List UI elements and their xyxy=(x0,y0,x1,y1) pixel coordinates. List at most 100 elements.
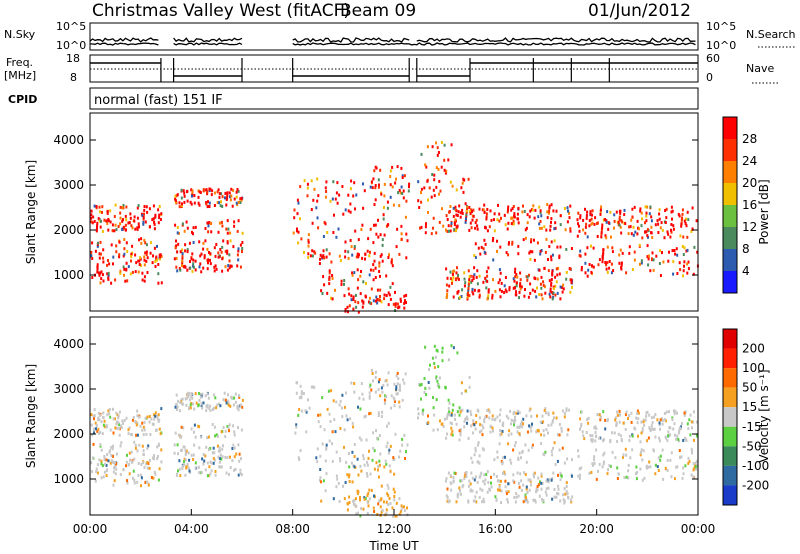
power-cell xyxy=(550,278,553,281)
power-cell xyxy=(149,241,152,245)
power-cell xyxy=(96,224,99,228)
velocity-cell xyxy=(647,465,650,469)
velocity-cell xyxy=(452,480,455,484)
velocity-cell xyxy=(595,434,597,438)
velocity-cell xyxy=(521,450,524,454)
velocity-cell xyxy=(112,407,114,411)
power-cell xyxy=(142,217,145,221)
velocity-cell xyxy=(220,457,223,461)
power-cell xyxy=(490,218,493,222)
power-cell xyxy=(398,305,401,309)
velocity-cell xyxy=(115,411,118,415)
velocity-cell xyxy=(205,409,208,413)
power-cell xyxy=(199,254,202,258)
velocity-cell xyxy=(180,425,183,429)
velocity-cell xyxy=(97,418,100,422)
power-cell xyxy=(343,294,346,298)
velocity-cell xyxy=(563,412,566,415)
power-cell xyxy=(498,288,501,292)
power-cell xyxy=(438,192,440,196)
power-cell xyxy=(585,216,588,220)
power-cell xyxy=(90,250,93,254)
velocity-cell xyxy=(375,461,378,465)
velocity-cell xyxy=(357,405,359,409)
power-cell xyxy=(550,240,553,244)
velocity-cell xyxy=(353,465,356,469)
power-cell xyxy=(651,236,654,239)
velocity-cell xyxy=(472,431,474,435)
power-cell xyxy=(590,270,593,274)
velocity-cell xyxy=(562,493,565,497)
velocity-cell xyxy=(636,421,639,425)
velocity-cell xyxy=(450,422,453,426)
power-cell xyxy=(534,208,537,212)
power-cell xyxy=(390,260,393,264)
power-cell xyxy=(486,279,489,283)
power-cell xyxy=(482,247,485,251)
power-cell xyxy=(514,270,516,274)
power-cell xyxy=(645,230,648,234)
power-cell xyxy=(599,208,602,212)
power-cell xyxy=(646,244,649,248)
velocity-cell xyxy=(557,487,560,491)
power-cell xyxy=(486,229,489,233)
power-cell xyxy=(548,292,551,296)
power-cell xyxy=(600,230,603,234)
power-cell xyxy=(487,294,490,298)
velocity-cell xyxy=(669,433,672,437)
velocity-cell xyxy=(150,476,153,479)
power-cell xyxy=(98,219,101,223)
velocity-cell xyxy=(237,443,240,447)
power-cell xyxy=(474,242,477,246)
power-cell xyxy=(452,270,455,273)
power-cell xyxy=(365,281,367,285)
velocity-cell xyxy=(401,506,404,510)
power-cell xyxy=(380,300,383,304)
velocity-cell xyxy=(323,428,326,432)
power-cell xyxy=(206,205,209,209)
velocity-cell xyxy=(692,420,695,424)
velocity-cell xyxy=(353,382,356,385)
power-cell xyxy=(232,245,235,249)
power-cell xyxy=(680,218,683,222)
velocity-cell xyxy=(658,423,661,427)
velocity-cell xyxy=(385,500,388,504)
power-cell xyxy=(175,239,177,243)
power-cell xyxy=(677,212,680,216)
velocity-cell xyxy=(231,447,234,450)
velocity-cell xyxy=(635,465,638,469)
velocity-cell xyxy=(95,470,98,474)
velocity-cell xyxy=(119,444,122,448)
velocity-cell xyxy=(417,407,420,411)
velocity-cell xyxy=(305,410,308,414)
velocity-cell xyxy=(465,417,468,421)
colorbar-swatch xyxy=(723,485,737,505)
power-cell xyxy=(456,276,459,280)
power-cell xyxy=(387,303,390,307)
power-cell xyxy=(351,273,354,277)
velocity-cell xyxy=(210,461,213,465)
power-cell xyxy=(651,257,653,261)
power-cell xyxy=(432,188,435,192)
power-cell xyxy=(306,194,309,198)
power-cell xyxy=(639,207,642,211)
velocity-cell xyxy=(395,385,398,389)
power-cell xyxy=(514,275,517,279)
velocity-cell xyxy=(147,444,150,448)
velocity-cell xyxy=(218,456,221,460)
power-cell xyxy=(139,264,142,268)
velocity-cell xyxy=(198,471,201,475)
power-cell xyxy=(693,245,696,249)
power-cell xyxy=(338,254,341,258)
power-cell xyxy=(478,289,481,293)
velocity-cell xyxy=(339,457,341,461)
power-cell xyxy=(518,290,521,294)
velocity-cell xyxy=(346,418,349,422)
power-cell xyxy=(683,246,686,250)
velocity-cell xyxy=(568,408,571,412)
power-cell xyxy=(648,212,651,216)
velocity-cell xyxy=(149,433,152,436)
power-cell xyxy=(323,283,326,287)
velocity-cell xyxy=(348,465,351,469)
velocity-cell xyxy=(233,455,236,459)
